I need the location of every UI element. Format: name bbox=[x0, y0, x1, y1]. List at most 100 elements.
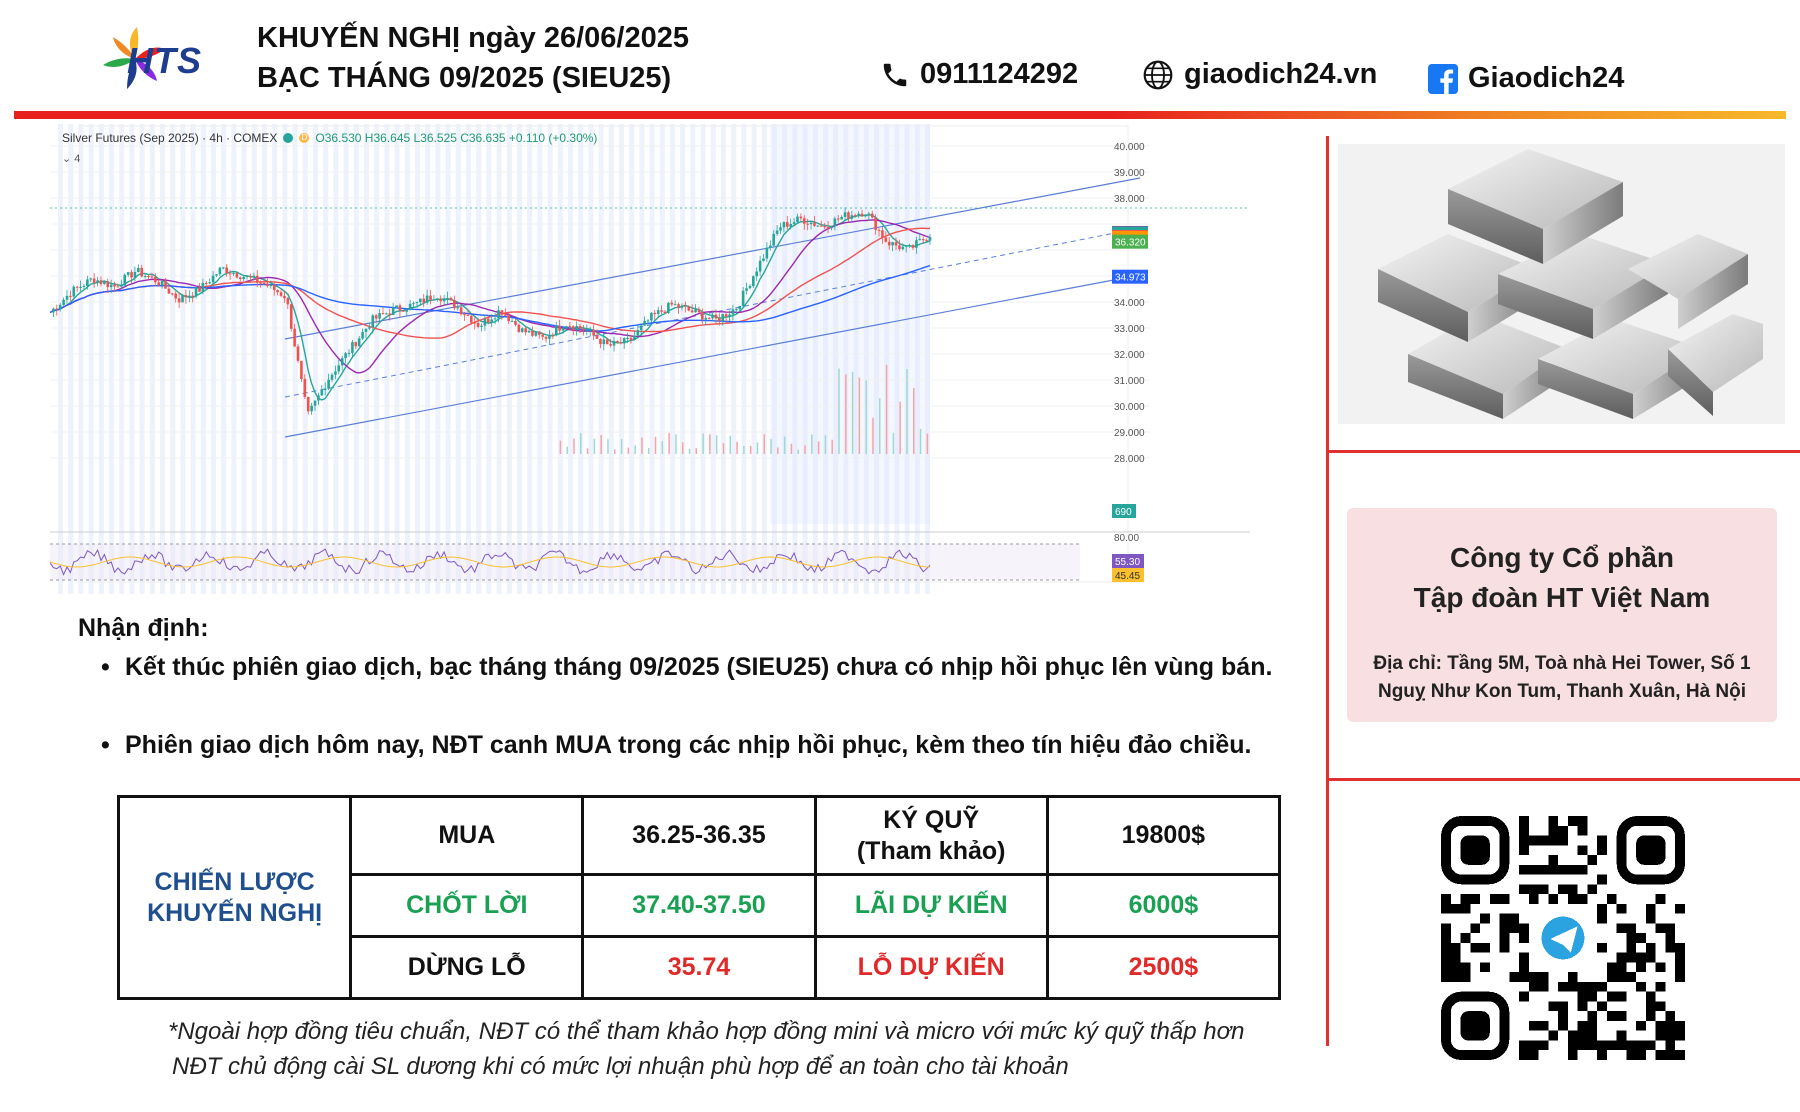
bullet-text: Kết thúc phiên giao dịch, bạc tháng thán… bbox=[125, 653, 1273, 681]
qr-module bbox=[1636, 1020, 1646, 1031]
volume-bar bbox=[620, 439, 623, 454]
qr-module bbox=[1665, 942, 1676, 953]
session-band bbox=[792, 124, 798, 594]
qr-module bbox=[1499, 923, 1510, 934]
candle-body bbox=[113, 284, 116, 287]
qr-module bbox=[1626, 1040, 1637, 1051]
candle-body bbox=[904, 245, 908, 247]
candle-body bbox=[194, 287, 198, 297]
session-band bbox=[690, 124, 696, 594]
phone-number: 0911124292 bbox=[920, 58, 1079, 90]
candle-body bbox=[775, 230, 779, 234]
candle-body bbox=[568, 326, 572, 328]
qr-module bbox=[1636, 962, 1646, 973]
candle-body bbox=[884, 237, 888, 242]
phone-contact[interactable]: 0911124292 bbox=[880, 58, 1078, 91]
qr-module bbox=[1528, 1050, 1539, 1060]
candle-body bbox=[785, 222, 789, 227]
qr-module bbox=[1597, 845, 1607, 856]
volume-bar bbox=[675, 434, 677, 454]
qr-module bbox=[1519, 884, 1529, 895]
qr-module bbox=[1548, 1030, 1559, 1041]
qr-module bbox=[1519, 864, 1529, 875]
session-band bbox=[496, 124, 502, 594]
volume-bar bbox=[838, 368, 840, 454]
session-band bbox=[333, 124, 339, 594]
session-band bbox=[78, 124, 84, 594]
candle-body bbox=[177, 298, 181, 303]
candle-body bbox=[442, 298, 446, 302]
session-band bbox=[527, 124, 533, 594]
candle-body bbox=[877, 229, 881, 231]
qr-module bbox=[1577, 991, 1588, 1002]
website-contact[interactable]: giaodich24.vn bbox=[1142, 58, 1377, 91]
candle-body bbox=[252, 275, 256, 278]
volume-bar bbox=[681, 442, 684, 454]
qr-module bbox=[1519, 923, 1529, 934]
candle-body bbox=[99, 280, 103, 284]
qr-module bbox=[1636, 1040, 1646, 1051]
candle-body bbox=[408, 303, 412, 310]
candle-body bbox=[191, 295, 195, 297]
candle-body bbox=[629, 337, 633, 341]
qr-module bbox=[1548, 855, 1559, 865]
qr-module bbox=[1675, 1030, 1685, 1041]
qr-finder-center bbox=[1636, 835, 1666, 865]
qr-module bbox=[1460, 972, 1471, 982]
candle-body bbox=[605, 339, 609, 345]
qr-module bbox=[1519, 972, 1529, 982]
action-cell: CHỐT LỜI bbox=[349, 873, 585, 938]
rsi-indicator bbox=[50, 548, 931, 576]
candle-body bbox=[881, 230, 884, 238]
candle-body bbox=[493, 318, 497, 320]
qr-module bbox=[1528, 835, 1539, 846]
candle-body bbox=[456, 307, 460, 309]
candle-body bbox=[255, 275, 259, 283]
telegram-qr-code[interactable] bbox=[1438, 816, 1688, 1060]
chevron-down-icon: ⌄ bbox=[62, 153, 75, 165]
qr-module bbox=[1441, 952, 1451, 963]
session-band bbox=[435, 124, 441, 594]
daily-badge: D bbox=[299, 133, 310, 143]
candle-body bbox=[279, 292, 283, 296]
candle-body bbox=[415, 302, 419, 304]
qr-module bbox=[1567, 1040, 1578, 1051]
qr-module bbox=[1645, 1011, 1656, 1021]
volume-bar bbox=[729, 435, 732, 454]
bullet-icon: • bbox=[101, 653, 110, 681]
candle-body bbox=[62, 299, 65, 305]
session-band bbox=[853, 124, 859, 594]
qr-module bbox=[1441, 942, 1451, 953]
volume-bar bbox=[926, 433, 929, 454]
candle-body bbox=[891, 242, 894, 246]
session-band bbox=[292, 124, 298, 594]
candle-body bbox=[585, 330, 589, 332]
qr-module bbox=[1597, 874, 1607, 885]
footnote: NĐT chủ động cài SL dương khi có mức lợi… bbox=[172, 1053, 1069, 1080]
session-band bbox=[659, 124, 665, 594]
candle-body bbox=[313, 400, 317, 406]
volume-bar bbox=[709, 434, 711, 454]
qr-module bbox=[1567, 1050, 1578, 1060]
candle-body bbox=[388, 313, 392, 315]
candle-body bbox=[453, 299, 456, 309]
candle-body bbox=[755, 271, 759, 277]
candle-body bbox=[646, 320, 650, 322]
volume-bar bbox=[668, 432, 670, 454]
qr-module bbox=[1519, 835, 1529, 846]
candle-body bbox=[269, 284, 273, 287]
candle-body bbox=[293, 328, 296, 347]
qr-module bbox=[1558, 864, 1568, 875]
qr-module bbox=[1587, 1040, 1598, 1051]
session-band bbox=[486, 124, 492, 594]
indicator-toggle[interactable]: ⌄ 4 bbox=[62, 152, 80, 165]
price-tick-label: 28.000 bbox=[1114, 454, 1145, 465]
candle-body bbox=[242, 276, 245, 280]
facebook-contact[interactable]: Giaodich24 bbox=[1428, 62, 1624, 95]
qr-module bbox=[1577, 1040, 1588, 1051]
qr-module bbox=[1655, 923, 1666, 934]
session-band bbox=[680, 124, 686, 594]
candle-body bbox=[395, 305, 398, 308]
action-cell: DỪNG LỖ bbox=[349, 935, 585, 1000]
candle-body bbox=[921, 239, 925, 241]
